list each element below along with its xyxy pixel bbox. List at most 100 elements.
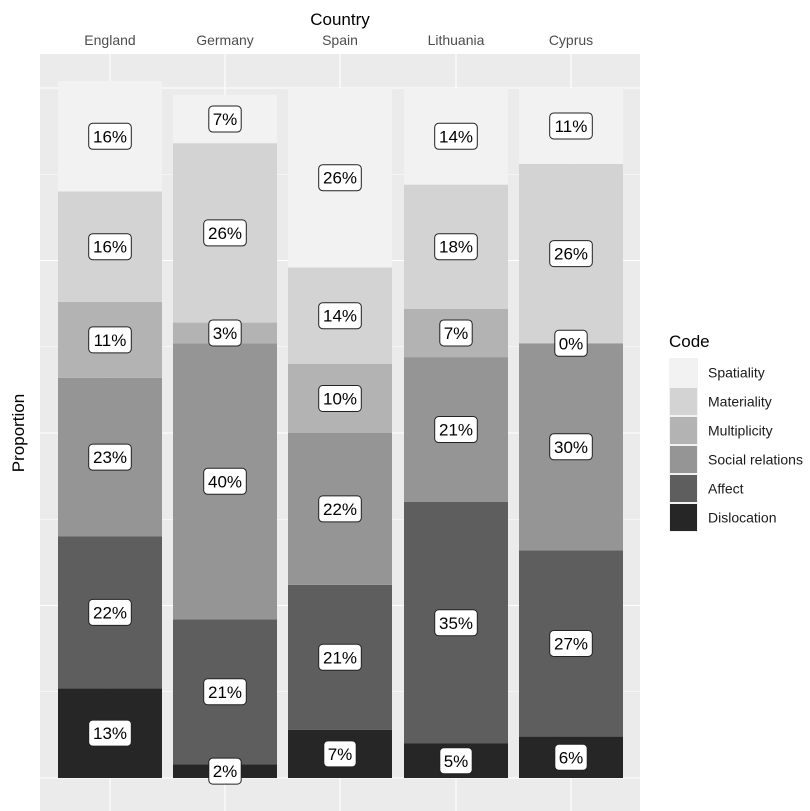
data-label-lithuania-dislocation: 5% (439, 747, 473, 775)
data-label-box (88, 233, 132, 261)
data-label-text: 11% (94, 331, 127, 350)
data-label-box (434, 609, 478, 637)
data-label-text: 10% (323, 390, 357, 409)
data-label-box (208, 105, 242, 133)
data-label-cyprus-social-relations: 30% (549, 433, 593, 461)
data-label-germany-materiality: 26% (203, 219, 247, 247)
data-label-text: 21% (208, 683, 242, 702)
data-label-lithuania-social-relations: 21% (434, 416, 478, 444)
data-label-text: 30% (554, 438, 588, 457)
data-label-box (208, 319, 242, 347)
legend: Code Spatiality Materiality Multiplicity So… (669, 332, 803, 532)
data-label-spain-spatiality: 26% (318, 164, 362, 192)
data-label-box (88, 326, 132, 354)
legend-item-affect: Affect (669, 474, 744, 503)
data-label-text: 5% (444, 752, 469, 771)
legend-label-dislocation: Dislocation (708, 510, 776, 526)
data-label-text: 0% (559, 334, 584, 353)
data-label-text: 11% (555, 117, 588, 136)
data-label-text: 6% (559, 748, 584, 767)
legend-swatch-dislocation (670, 504, 697, 531)
data-label-text: 26% (554, 245, 588, 264)
legend-title: Code (669, 332, 710, 351)
data-label-germany-affect: 21% (203, 678, 247, 706)
data-label-spain-affect: 21% (318, 643, 362, 671)
data-label-text: 3% (213, 324, 238, 343)
data-label-text: 40% (208, 472, 242, 491)
data-label-box (88, 719, 132, 747)
facet-label-germany: Germany (196, 32, 254, 48)
data-label-text: 22% (93, 603, 127, 622)
data-label-text: 7% (213, 110, 238, 129)
data-label-text: 13% (93, 724, 127, 743)
data-label-box (549, 433, 593, 461)
facet-strip-labels: England Germany Spain Lithuania Cyprus (84, 32, 593, 48)
data-label-germany-dislocation: 2% (208, 757, 242, 785)
data-label-text: 18% (439, 238, 473, 257)
facet-label-england: England (84, 32, 135, 48)
data-label-germany-social-relations: 40% (203, 467, 247, 495)
facet-label-lithuania: Lithuania (428, 32, 485, 48)
legend-label-social-relations: Social relations (708, 452, 803, 468)
data-label-text: 14% (323, 307, 357, 326)
data-labels: 13% 22% 23% 11% 16% 16% 2% 21% 40% 3% 26% 7% 7% 21% 22… (88, 105, 593, 785)
data-label-text: 21% (323, 648, 357, 667)
data-label-text: 2% (213, 762, 238, 781)
data-label-england-dislocation: 13% (88, 719, 132, 747)
data-label-text: 26% (323, 169, 357, 188)
facet-title: Country (310, 10, 370, 29)
legend-swatch-affect (670, 475, 697, 502)
data-label-box (203, 219, 247, 247)
data-label-box (439, 319, 473, 347)
data-label-cyprus-spatiality: 11% (549, 112, 593, 140)
legend-item-dislocation: Dislocation (669, 503, 776, 532)
data-label-box (549, 112, 593, 140)
data-label-england-materiality: 16% (88, 233, 132, 261)
legend-swatch-social-relations (670, 446, 697, 473)
data-label-box (318, 302, 362, 330)
data-label-spain-multiplicity: 10% (318, 385, 362, 412)
data-label-box (549, 240, 593, 268)
data-label-box (554, 743, 588, 771)
data-label-text: 16% (93, 127, 127, 146)
data-label-cyprus-multiplicity: 0% (554, 329, 588, 357)
data-label-spain-social-relations: 22% (318, 495, 362, 523)
data-label-cyprus-affect: 27% (549, 629, 593, 657)
legend-item-multiplicity: Multiplicity (669, 416, 773, 445)
data-label-text: 23% (93, 448, 127, 467)
data-label-text: 27% (554, 634, 588, 653)
data-label-lithuania-spatiality: 14% (434, 122, 478, 150)
data-label-england-social-relations: 23% (88, 443, 132, 471)
data-label-text: 26% (208, 224, 242, 243)
data-label-england-affect: 22% (88, 598, 132, 626)
data-label-spain-materiality: 14% (318, 302, 362, 330)
data-label-box (549, 629, 593, 657)
data-label-text: 21% (439, 421, 473, 440)
data-label-spain-dislocation: 7% (323, 740, 357, 768)
legend-item-materiality: Materiality (669, 387, 772, 416)
data-label-box (434, 233, 478, 261)
data-label-box (203, 467, 247, 495)
facet-label-spain: Spain (322, 32, 358, 48)
data-label-box (88, 122, 132, 150)
data-label-box (434, 122, 478, 150)
data-label-box (88, 598, 132, 626)
data-label-cyprus-materiality: 26% (549, 240, 593, 268)
y-axis-title: Proportion (9, 394, 28, 472)
data-label-germany-multiplicity: 3% (208, 319, 242, 347)
legend-label-spatiality: Spatiality (708, 365, 765, 381)
data-label-box (318, 495, 362, 523)
legend-item-spatiality: Spatiality (669, 358, 765, 387)
data-label-box (318, 385, 362, 412)
data-label-box (323, 740, 357, 768)
data-label-text: 35% (439, 614, 473, 633)
data-label-england-multiplicity: 11% (88, 326, 132, 354)
data-label-box (554, 329, 588, 357)
data-label-text: 22% (323, 500, 357, 519)
legend-item-social-relations: Social relations (669, 445, 803, 474)
data-label-england-spatiality: 16% (88, 122, 132, 150)
data-label-box (318, 643, 362, 671)
legend-label-multiplicity: Multiplicity (708, 423, 773, 439)
legend-swatch-materiality (670, 388, 697, 415)
